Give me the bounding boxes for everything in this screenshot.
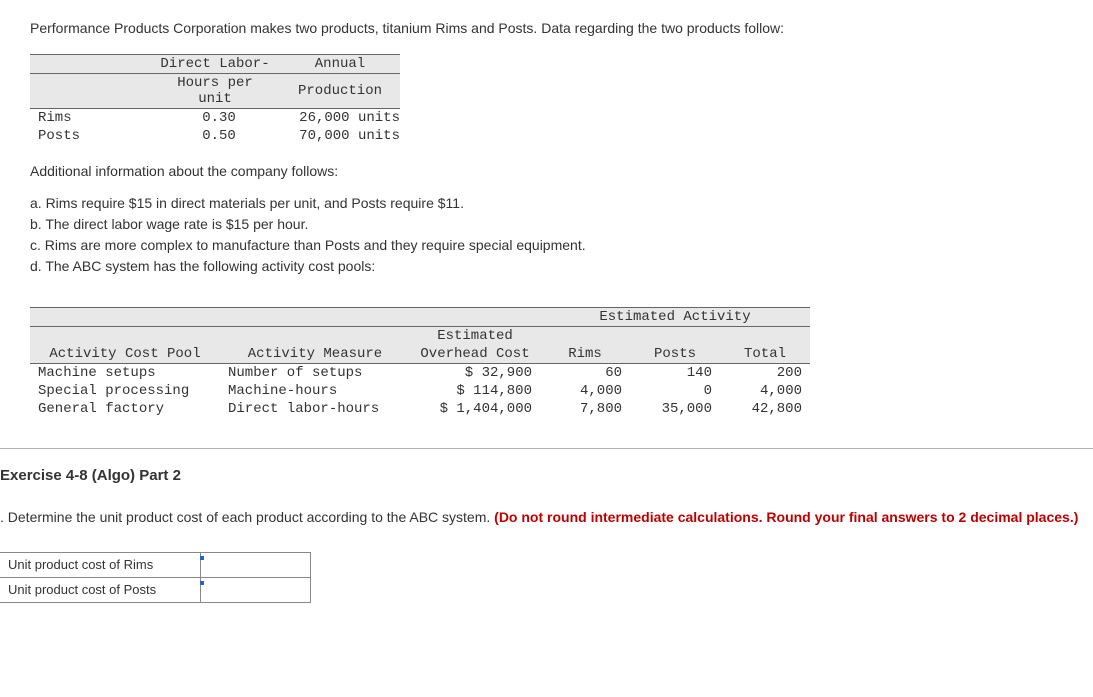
instruction-text: . Determine the unit product cost of eac… <box>0 508 1093 528</box>
input-marker-icon <box>200 581 204 585</box>
t2-blank <box>410 308 540 327</box>
info-item: b. The direct labor wage rate is $15 per… <box>30 214 1093 235</box>
products-table: Direct Labor- Annual Hours per unit Prod… <box>30 54 400 145</box>
instruction-lead: . Determine the unit product cost of eac… <box>0 509 494 525</box>
answer-label-rims: Unit product cost of Rims <box>0 552 200 577</box>
t1-row-label: Posts <box>30 127 150 145</box>
t1-dlh-header-2: Hours per unit <box>150 74 280 109</box>
t1-row-label: Rims <box>30 109 150 128</box>
t1-row-dlh: 0.50 <box>150 127 280 145</box>
t1-prod-header-2: Production <box>280 74 400 109</box>
t2-blank <box>30 308 220 327</box>
t2-measure: Machine-hours <box>220 382 410 400</box>
t2-total: 200 <box>720 364 810 383</box>
t2-posts: 0 <box>630 382 720 400</box>
exercise-title: Exercise 4-8 (Algo) Part 2 <box>0 467 1093 484</box>
t2-rims-header: Rims <box>540 345 630 364</box>
t2-cost-header-1: Estimated <box>410 327 540 346</box>
info-item: a. Rims require $15 in direct materials … <box>30 193 1093 214</box>
t2-blank <box>220 327 410 346</box>
section-divider <box>0 448 1093 449</box>
t2-rims: 7,800 <box>540 400 630 418</box>
t1-row-prod: 70,000 units <box>280 127 400 145</box>
t2-posts-header: Posts <box>630 345 720 364</box>
t2-pool: General factory <box>30 400 220 418</box>
input-marker-icon <box>200 556 204 560</box>
t1-blank-header <box>30 55 150 74</box>
posts-cost-input[interactable] <box>201 578 310 602</box>
rims-cost-input[interactable] <box>201 553 310 577</box>
t2-total: 42,800 <box>720 400 810 418</box>
t2-cost: $ 114,800 <box>410 382 540 400</box>
info-item: c. Rims are more complex to manufacture … <box>30 235 1093 256</box>
answer-table: Unit product cost of Rims Unit product c… <box>0 552 311 603</box>
table-row: Unit product cost of Rims <box>0 552 310 577</box>
t2-blank <box>30 327 220 346</box>
t2-cost: $ 32,900 <box>410 364 540 383</box>
t1-prod-header-1: Annual <box>280 55 400 74</box>
additional-info-heading: Additional information about the company… <box>30 163 1093 179</box>
t2-measure: Direct labor-hours <box>220 400 410 418</box>
t2-blank <box>220 308 410 327</box>
t2-rims: 4,000 <box>540 382 630 400</box>
t1-row-prod: 26,000 units <box>280 109 400 128</box>
t2-blank <box>540 327 630 346</box>
intro-text: Performance Products Corporation makes t… <box>30 20 1093 36</box>
t2-cost-header-2: Overhead Cost <box>410 345 540 364</box>
t2-pool: Machine setups <box>30 364 220 383</box>
t2-total-header: Total <box>720 345 810 364</box>
answer-input-cell-rims <box>200 552 310 577</box>
t2-measure: Number of setups <box>220 364 410 383</box>
t2-blank <box>720 327 810 346</box>
activity-cost-pool-table: Estimated Activity Estimated Activity Co… <box>30 307 810 418</box>
t2-posts: 140 <box>630 364 720 383</box>
t2-pool-header: Activity Cost Pool <box>30 345 220 364</box>
info-item: d. The ABC system has the following acti… <box>30 256 1093 277</box>
t2-pool: Special processing <box>30 382 220 400</box>
t2-blank <box>630 327 720 346</box>
t2-cost: $ 1,404,000 <box>410 400 540 418</box>
t2-total: 4,000 <box>720 382 810 400</box>
t2-rims: 60 <box>540 364 630 383</box>
instruction-bold: (Do not round intermediate calculations.… <box>494 509 1078 525</box>
t2-posts: 35,000 <box>630 400 720 418</box>
answer-label-posts: Unit product cost of Posts <box>0 577 200 602</box>
t1-blank-header-2 <box>30 74 150 109</box>
t2-measure-header: Activity Measure <box>220 345 410 364</box>
t1-dlh-header-1: Direct Labor- <box>150 55 280 74</box>
t2-group-header: Estimated Activity <box>540 308 810 327</box>
answer-input-cell-posts <box>200 577 310 602</box>
t1-row-dlh: 0.30 <box>150 109 280 128</box>
info-list: a. Rims require $15 in direct materials … <box>30 193 1093 277</box>
table-row: Unit product cost of Posts <box>0 577 310 602</box>
